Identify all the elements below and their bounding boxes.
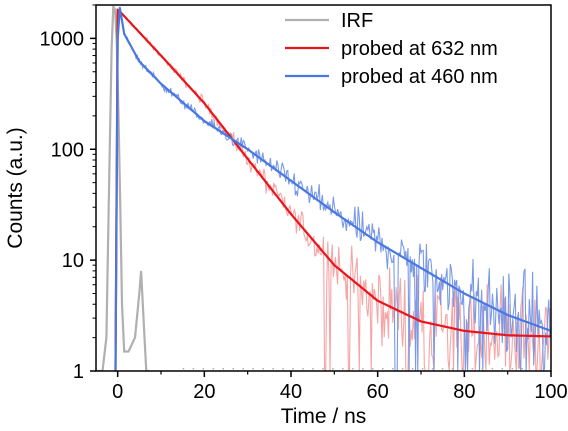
irf-baseline-point (272, 368, 274, 370)
irf-baseline-point (511, 368, 514, 370)
x-tick-label: 0 (112, 381, 123, 403)
irf-baseline-point (471, 368, 474, 370)
irf-baseline-point (202, 368, 205, 370)
axis-ticks: 0 20 40 60 80 100 1 10 100 1000 (40, 4, 568, 403)
x-tick-label: 100 (534, 381, 567, 403)
y-tick-label: 10 (62, 250, 84, 272)
x-tick-label: 60 (367, 381, 389, 403)
irf-baseline-point (431, 368, 434, 370)
fit-line-632nm (114, 8, 551, 371)
y-tick-label: 100 (51, 139, 84, 161)
irf-baseline-point (242, 368, 244, 370)
irf-baseline-point (192, 368, 195, 370)
irf-baseline-point (332, 368, 334, 370)
irf-baseline-point (392, 368, 394, 370)
irf-baseline-point (441, 368, 444, 370)
irf-baseline-point (521, 368, 523, 370)
raw-data-layer (96, 5, 551, 371)
irf-baseline-point (342, 368, 344, 370)
legend: IRF probed at 632 nm probed at 460 nm (285, 10, 498, 88)
series-line-irf (96, 5, 149, 371)
irf-baseline-point (501, 368, 504, 370)
x-tick-label: 80 (453, 381, 475, 403)
irf-baseline-point (182, 368, 185, 370)
raw-trace-632nm (114, 8, 551, 371)
plot-frame (95, 4, 552, 372)
irf-baseline-point (232, 368, 234, 370)
legend-entry-label: probed at 632 nm (341, 38, 498, 60)
irf-baseline-point (382, 368, 384, 370)
irf-baseline-point (212, 368, 215, 370)
y-tick-label: 1000 (40, 28, 85, 50)
irf-baseline-point (262, 368, 264, 370)
irf-baseline-point (352, 368, 354, 370)
irf-baseline-point (302, 368, 304, 370)
irf-baseline-point (481, 368, 484, 370)
irf-baseline-point (401, 368, 404, 370)
legend-entry-label: IRF (341, 10, 373, 32)
irf-baseline-point (372, 368, 374, 370)
irf-baseline-point (491, 368, 494, 370)
irf-baseline-point (411, 368, 414, 370)
irf-baseline-point (252, 368, 254, 370)
x-tick-label: 40 (280, 381, 302, 403)
irf-baseline-point (222, 368, 224, 370)
x-axis-label: Time / ns (281, 405, 367, 428)
irf-baseline-point (282, 368, 284, 370)
irf-baseline-point (322, 368, 324, 370)
irf-baseline-point (362, 368, 364, 370)
x-tick-label: 20 (193, 381, 215, 403)
raw-trace-460nm (114, 6, 551, 371)
irf-baseline-point (421, 368, 424, 370)
irf-baseline-point (461, 368, 464, 370)
y-axis-label: Counts (a.u.) (4, 127, 27, 248)
irf-baseline-point (312, 368, 314, 370)
fit-line-460nm (114, 7, 551, 371)
irf-baseline-point (451, 368, 454, 370)
y-tick-label: 1 (73, 361, 84, 383)
legend-entry-label: probed at 460 nm (341, 66, 498, 88)
irf-baseline-point (292, 368, 294, 370)
fit-curves-layer (114, 7, 551, 371)
